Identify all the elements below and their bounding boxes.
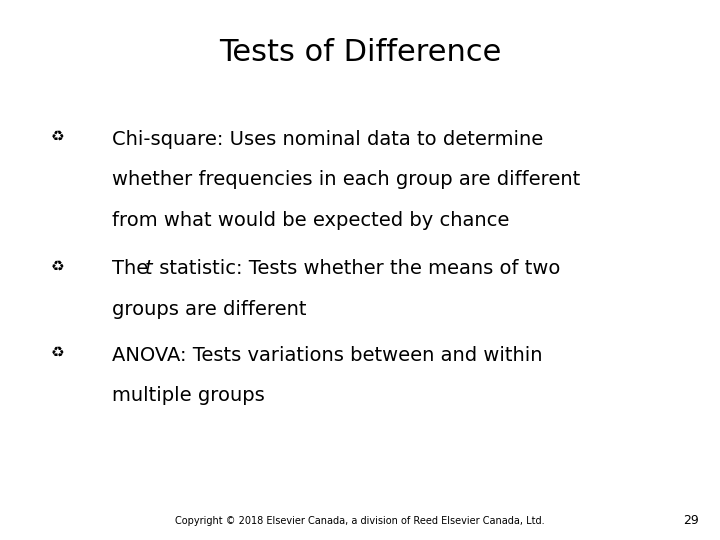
Text: groups are different: groups are different [112,300,306,319]
Text: ♻: ♻ [51,346,64,361]
Text: multiple groups: multiple groups [112,386,264,405]
Text: 29: 29 [683,514,698,526]
Text: statistic: Tests whether the means of two: statistic: Tests whether the means of tw… [153,259,561,278]
Text: ♻: ♻ [51,130,64,145]
Text: ANOVA: Tests variations between and within: ANOVA: Tests variations between and with… [112,346,542,365]
Text: The: The [112,259,154,278]
Text: Chi-square: Uses nominal data to determine: Chi-square: Uses nominal data to determi… [112,130,543,148]
Text: ♻: ♻ [51,259,64,274]
Text: Copyright © 2018 Elsevier Canada, a division of Reed Elsevier Canada, Ltd.: Copyright © 2018 Elsevier Canada, a divi… [175,516,545,526]
Text: whether frequencies in each group are different: whether frequencies in each group are di… [112,170,580,189]
Text: Tests of Difference: Tests of Difference [219,38,501,67]
Text: t: t [145,259,153,278]
Text: from what would be expected by chance: from what would be expected by chance [112,211,509,229]
